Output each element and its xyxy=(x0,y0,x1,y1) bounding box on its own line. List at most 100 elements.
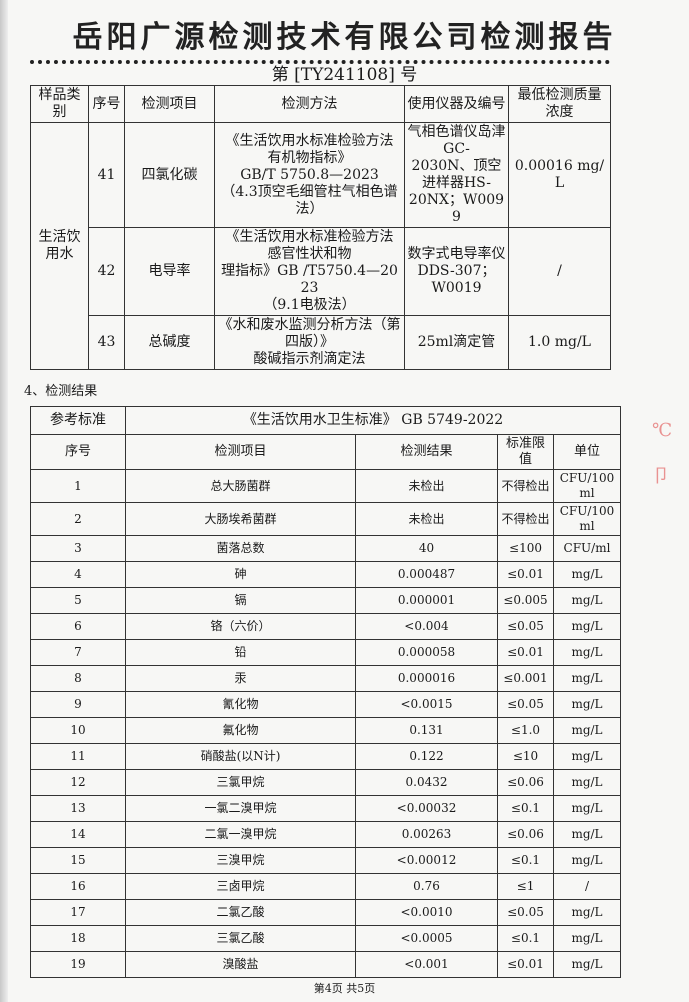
standard-limit: ≤100 xyxy=(497,535,554,562)
cell-line: 《生活饮用水标准检验方法 感官性状和物 xyxy=(225,229,394,262)
unit: mg/L xyxy=(553,821,621,848)
column-header: 标准限值 xyxy=(497,434,554,470)
row-number: 16 xyxy=(30,873,126,900)
cell-line: GB/T 5750.8—2023 xyxy=(240,166,379,183)
test-item: 三氯乙酸 xyxy=(125,925,356,952)
table-row: 2 大肠埃希菌群 未检出 不得检出 CFU/100ml xyxy=(30,502,621,536)
test-result: 0.000487 xyxy=(355,561,498,588)
table-row: 42 电导率 《生活饮用水标准检验方法 感官性状和物 理指标》GB /T5750.4—… xyxy=(31,227,611,316)
test-method: 《生活饮用水标准检验方法 有机物指标》 GB/T 5750.8—2023 （4.3顶… xyxy=(214,122,405,228)
unit: mg/L xyxy=(553,639,621,666)
unit: mg/L xyxy=(553,769,621,796)
test-item: 总大肠菌群 xyxy=(125,469,356,503)
test-result: 0.000001 xyxy=(355,587,498,614)
test-result: 0.122 xyxy=(355,743,498,770)
standard-limit: 不得检出 xyxy=(497,469,554,503)
cell-line: W0019 xyxy=(431,280,482,296)
test-item: 溴酸盐 xyxy=(125,951,356,978)
row-number: 42 xyxy=(88,227,125,316)
test-item: 大肠埃希菌群 xyxy=(125,502,356,536)
row-number: 43 xyxy=(88,315,125,370)
standard-limit: 不得检出 xyxy=(497,502,554,536)
cell-line: 《水和废水监测分析方法（第四版）》 xyxy=(218,317,401,350)
test-result: 未检出 xyxy=(355,502,498,536)
test-method: 《水和废水监测分析方法（第四版）》 酸碱指示剂滴定法 xyxy=(214,315,405,370)
unit: / xyxy=(553,873,621,900)
seal-fragment: ℃ 卩 xyxy=(652,420,673,487)
test-item: 硝酸盐(以N计) xyxy=(125,743,356,770)
unit: mg/L xyxy=(553,951,621,978)
unit: mg/L xyxy=(553,847,621,874)
row-number: 9 xyxy=(30,691,126,718)
section-title: 4、检测结果 xyxy=(24,384,98,399)
unit: mg/L xyxy=(553,613,621,640)
instrument: 气相色谱仪岛津GC- 2030N、顶空进样器HS- 20NX；W0099 xyxy=(404,122,509,228)
row-number: 1 xyxy=(30,469,126,503)
header-row: 样品类别 序号 检测项目 检测方法 使用仪器及编号 最低检测质量浓度 xyxy=(30,85,611,123)
test-result: 40 xyxy=(355,535,498,562)
page-footer: 第4页 共5页 xyxy=(313,982,376,995)
test-result: <0.0005 xyxy=(355,925,498,952)
standard-limit: ≤0.06 xyxy=(497,769,554,796)
table-row: 11 硝酸盐(以N计) 0.122 ≤10 mg/L xyxy=(30,743,621,770)
test-item: 汞 xyxy=(125,665,356,692)
detection-limit: 1.0 mg/L xyxy=(508,315,611,370)
test-item: 总碱度 xyxy=(124,315,215,370)
row-number: 3 xyxy=(30,535,126,562)
column-header: 检测方法 xyxy=(214,85,405,123)
standard-limit: ≤0.001 xyxy=(497,665,554,692)
table-row: 10 氟化物 0.131 ≤1.0 mg/L xyxy=(30,717,621,744)
methods-table: 样品类别 序号 检测项目 检测方法 使用仪器及编号 最低检测质量浓度 生活饮用水 41 四氯化碳… xyxy=(30,85,611,370)
row-number: 41 xyxy=(88,122,125,228)
standard-limit: ≤0.05 xyxy=(497,899,554,926)
test-result: <0.0010 xyxy=(355,899,498,926)
test-result: <0.004 xyxy=(355,613,498,640)
unit: CFU/100ml xyxy=(553,469,621,503)
standard-label: 参考标准 xyxy=(30,406,126,435)
standard-row: 参考标准 《生活饮用水卫生标准》 GB 5749-2022 xyxy=(30,406,621,435)
table-row: 9 氰化物 <0.0015 ≤0.05 mg/L xyxy=(30,691,621,718)
column-header: 检测项目 xyxy=(125,434,356,470)
test-result: <0.0015 xyxy=(355,691,498,718)
cell-line: 气相色谱仪岛津GC- xyxy=(407,124,506,157)
instrument: 25ml滴定管 xyxy=(404,315,509,370)
report-title: 岳阳广源检测技术有限公司检测报告 xyxy=(72,20,617,55)
report-number: 第 [TY241108] 号 xyxy=(271,65,418,85)
table-row: 12 三氯甲烷 0.0432 ≤0.06 mg/L xyxy=(30,769,621,796)
test-item: 三溴甲烷 xyxy=(125,847,356,874)
unit: mg/L xyxy=(553,691,621,718)
cell-line: 《生活饮用水标准检验方法 有机物指标》 xyxy=(225,132,394,166)
table-row: 1 总大肠菌群 未检出 不得检出 CFU/100ml xyxy=(30,469,621,503)
test-item: 砷 xyxy=(125,561,356,588)
unit: mg/L xyxy=(553,587,621,614)
unit: mg/L xyxy=(553,665,621,692)
row-number: 8 xyxy=(30,665,126,692)
row-number: 15 xyxy=(30,847,126,874)
table-row: 17 二氯乙酸 <0.0010 ≤0.05 mg/L xyxy=(30,899,621,926)
table-row: 生活饮用水 41 四氯化碳 《生活饮用水标准检验方法 有机物指标》 GB/T 5750.… xyxy=(30,122,611,370)
dotted-divider xyxy=(30,60,610,64)
cell-line: 理指标》GB /T5750.4—2023 xyxy=(221,263,398,296)
table-row: 16 三卤甲烷 0.76 ≤1/ xyxy=(30,873,621,900)
table-row: 3 菌落总数 40 ≤100 CFU/ml xyxy=(30,535,621,562)
scan-edge xyxy=(0,0,8,1002)
row-number: 7 xyxy=(30,639,126,666)
table-row: 14 二氯一溴甲烷 0.00263 ≤0.06 mg/L xyxy=(30,821,621,848)
test-result: 0.131 xyxy=(355,717,498,744)
unit: mg/L xyxy=(553,795,621,822)
test-item: 镉 xyxy=(125,587,356,614)
test-result: 0.0432 xyxy=(355,769,498,796)
standard-limit: ≤0.01 xyxy=(497,951,554,978)
cell-line: 数字式电导率仪 xyxy=(407,246,506,262)
column-header: 单位 xyxy=(553,434,621,470)
standard-limit: ≤0.01 xyxy=(497,639,554,666)
cell-line: （9.1电极法） xyxy=(263,297,356,313)
table-row: 8 汞 0.000016 ≤0.001 mg/L xyxy=(30,665,621,692)
column-header: 序号 xyxy=(88,85,125,123)
standard-limit: ≤0.05 xyxy=(497,691,554,718)
test-result: 未检出 xyxy=(355,469,498,503)
row-number: 5 xyxy=(30,587,126,614)
unit: mg/L xyxy=(553,561,621,588)
results-table: 参考标准 《生活饮用水卫生标准》 GB 5749-2022 序号 检测项目 检测结果 标准… xyxy=(30,406,621,978)
standard-limit: ≤0.05 xyxy=(497,613,554,640)
